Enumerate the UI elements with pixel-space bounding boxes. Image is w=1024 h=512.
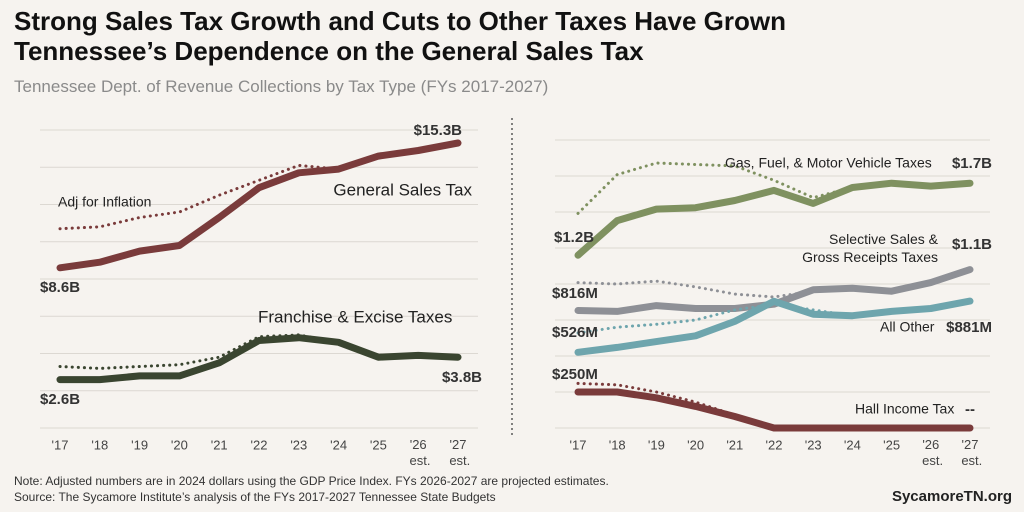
- subtitle: Tennessee Dept. of Revenue Collections b…: [14, 77, 549, 96]
- value-label: $8.6B: [40, 279, 80, 296]
- x-tick-label: '17: [52, 437, 69, 452]
- series-label: Hall Income Tax: [855, 401, 954, 417]
- x-tick-label: '24: [330, 437, 347, 452]
- x-tick-label: '22: [251, 437, 268, 452]
- x-tick-label: '26 est.: [919, 437, 944, 468]
- title: Strong Sales Tax Growth and Cuts to Othe…: [14, 6, 786, 66]
- value-label: $3.8B: [442, 369, 482, 386]
- x-tick-label: '25: [370, 437, 387, 452]
- x-tick-label: '18: [609, 437, 626, 452]
- x-tick-label: '25: [883, 437, 900, 452]
- value-label: $1.2B: [554, 229, 594, 246]
- x-tick-label: '19: [131, 437, 148, 452]
- value-label: $1.1B: [952, 236, 992, 253]
- series-line: [574, 388, 974, 432]
- x-tick-label: '26 est.: [406, 437, 431, 468]
- x-tick-label: '23: [805, 437, 822, 452]
- series-label: Gas, Fuel, & Motor Vehicle Taxes: [725, 155, 932, 171]
- series-label: All Other: [880, 319, 935, 335]
- x-tick-label: '27 est.: [446, 437, 471, 468]
- value-label: $881M: [946, 319, 992, 336]
- series-line: [574, 179, 974, 259]
- x-tick-label: '19: [648, 437, 665, 452]
- note: Note: Adjusted numbers are in 2024 dolla…: [14, 474, 609, 488]
- value-label: --: [965, 401, 975, 418]
- series-line: [56, 139, 462, 272]
- value-label: $2.6B: [40, 391, 80, 408]
- x-tick-label: '27 est.: [958, 437, 983, 468]
- value-label: $15.3B: [414, 122, 463, 139]
- x-tick-label: '22: [766, 437, 783, 452]
- x-tick-label: '23: [290, 437, 307, 452]
- value-label: $250M: [552, 366, 598, 383]
- series-label: General Sales Tax: [333, 180, 472, 199]
- value-label: $1.7B: [952, 155, 992, 172]
- x-tick-label: '18: [91, 437, 108, 452]
- series-line: [574, 297, 974, 356]
- x-tick-label: '24: [844, 437, 861, 452]
- adjusted-line: [576, 161, 854, 215]
- series-line: [56, 334, 462, 384]
- value-label: $526M: [552, 324, 598, 341]
- x-tick-label: '20: [687, 437, 704, 452]
- x-tick-label: '20: [171, 437, 188, 452]
- x-tick-label: '21: [211, 437, 228, 452]
- series-label: Adj for Inflation: [58, 194, 151, 210]
- x-tick-label: '17: [570, 437, 587, 452]
- value-label: $816M: [552, 285, 598, 302]
- series-label: Selective Sales & Gross Receipts Taxes: [798, 231, 938, 265]
- series-label: Franchise & Excise Taxes: [258, 307, 452, 326]
- brand: SycamoreTN.org: [892, 488, 1012, 505]
- x-tick-label: '21: [726, 437, 743, 452]
- source: Source: The Sycamore Institute’s analysi…: [14, 490, 496, 504]
